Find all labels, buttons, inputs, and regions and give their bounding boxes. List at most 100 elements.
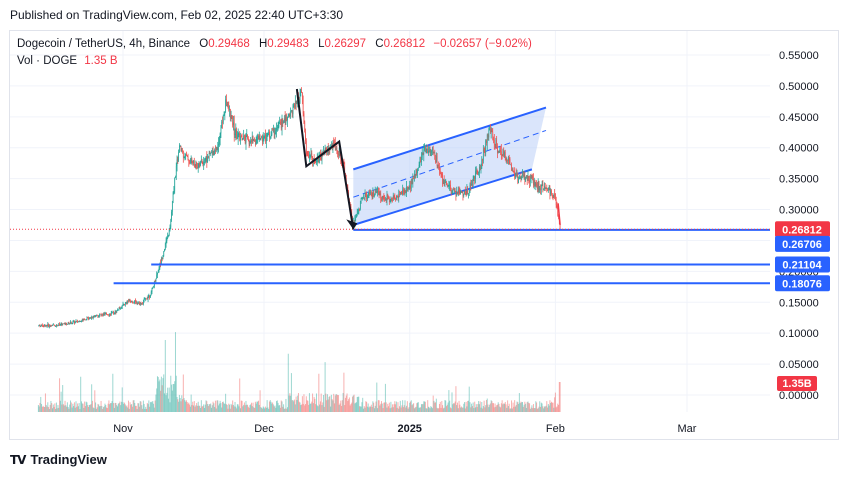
candle-body — [233, 122, 234, 126]
volume-bar — [476, 407, 478, 412]
candle-body — [42, 326, 44, 328]
candle-body — [291, 110, 292, 112]
candle-body — [429, 149, 431, 153]
candle-body — [193, 160, 194, 163]
candle-body — [427, 149, 429, 153]
candle-body — [442, 174, 443, 185]
volume-bar — [93, 408, 95, 412]
candle-body — [439, 170, 441, 175]
candle-body — [261, 136, 262, 139]
volume-bar — [522, 402, 523, 412]
volume-bar — [485, 400, 487, 412]
candle-body — [488, 129, 490, 138]
candle-body — [256, 138, 258, 140]
volume-bar — [342, 392, 344, 412]
candle-body — [222, 121, 223, 123]
volume-bar — [165, 395, 167, 412]
volume-bar — [484, 407, 486, 412]
price-axis-badges: 0.26812 0.26706 0.21104 0.18076 1.35B — [775, 221, 830, 391]
candle-body — [97, 314, 99, 318]
volume-bar — [451, 392, 453, 412]
volume-bar — [525, 403, 527, 412]
volume-bar — [411, 405, 413, 412]
candle-body — [232, 116, 234, 126]
candle-body — [45, 325, 47, 327]
volume-bar — [268, 408, 270, 412]
candle-body — [267, 134, 269, 136]
candle-body — [466, 187, 468, 195]
volume-bar — [91, 400, 93, 412]
candle-body — [544, 186, 546, 189]
candle-body — [96, 314, 98, 316]
candle-body — [535, 183, 537, 187]
candle-body — [310, 153, 312, 155]
y-tick-label: 0.05000 — [779, 359, 819, 371]
candle-body — [495, 139, 497, 145]
volume-bar — [99, 406, 100, 412]
candle-body — [531, 176, 533, 179]
down-arrow-drawing — [557, 203, 561, 226]
volume-bar — [353, 394, 355, 412]
candle-body — [149, 295, 150, 297]
candle-body — [443, 179, 445, 185]
volume-bar — [340, 400, 342, 412]
volume-bar — [229, 404, 231, 412]
volume-bar — [238, 406, 240, 412]
volume-bar — [53, 406, 55, 412]
candle-body — [309, 154, 311, 156]
candle-body — [200, 161, 201, 166]
volume-bar — [352, 395, 354, 412]
candle-body — [341, 161, 342, 164]
tradingview-brand[interactable]: TV TradingView — [10, 452, 107, 467]
candle-body — [419, 160, 421, 165]
volume-bar — [209, 404, 211, 412]
volume-bar — [279, 405, 281, 412]
volume-bar — [236, 404, 238, 412]
volume-bar — [250, 402, 252, 412]
volume-bar — [408, 407, 410, 412]
volume-bar — [442, 405, 444, 412]
volume-bar — [299, 402, 301, 412]
volume-bar — [117, 403, 119, 412]
candle-body — [133, 302, 135, 304]
candle-body — [424, 147, 425, 150]
volume-bar — [473, 408, 475, 412]
candle-body — [239, 134, 241, 141]
volume-bar — [70, 402, 72, 412]
volume-bar — [153, 403, 155, 412]
candle-body — [120, 308, 121, 310]
candle-body — [277, 126, 279, 128]
volume-bar — [296, 400, 298, 412]
candle-body — [231, 116, 233, 118]
candle-body — [486, 140, 487, 143]
candle-body — [479, 166, 481, 169]
volume-bar — [218, 405, 220, 412]
volume-bar — [172, 383, 174, 412]
volume-bar — [221, 407, 223, 412]
candle-body — [263, 137, 265, 140]
volume-bar — [315, 393, 317, 412]
volume-bar — [324, 362, 326, 412]
candle-body — [313, 158, 315, 159]
volume-label[interactable]: Vol · DOGE — [17, 55, 78, 67]
candle-body — [497, 146, 498, 154]
volume-bar — [459, 404, 461, 412]
volume-bar — [170, 375, 172, 412]
candle-body — [175, 176, 176, 178]
volume-bar — [442, 408, 444, 412]
volume-bar — [354, 403, 356, 412]
candle-body — [196, 162, 197, 168]
volume-bar — [219, 400, 221, 412]
volume-bar — [475, 404, 477, 412]
candle-body — [93, 315, 95, 317]
volume-bar — [437, 408, 439, 412]
volume-bar — [217, 400, 219, 412]
candle-body — [519, 176, 521, 179]
level-badge: 0.21104 — [782, 260, 822, 272]
volume-bar — [552, 402, 554, 412]
symbol-title[interactable]: Dogecoin / TetherUS, 4h, Binance — [17, 38, 191, 50]
candle-body — [428, 149, 430, 151]
volume-bar — [529, 408, 531, 412]
volume-bar — [125, 406, 127, 412]
